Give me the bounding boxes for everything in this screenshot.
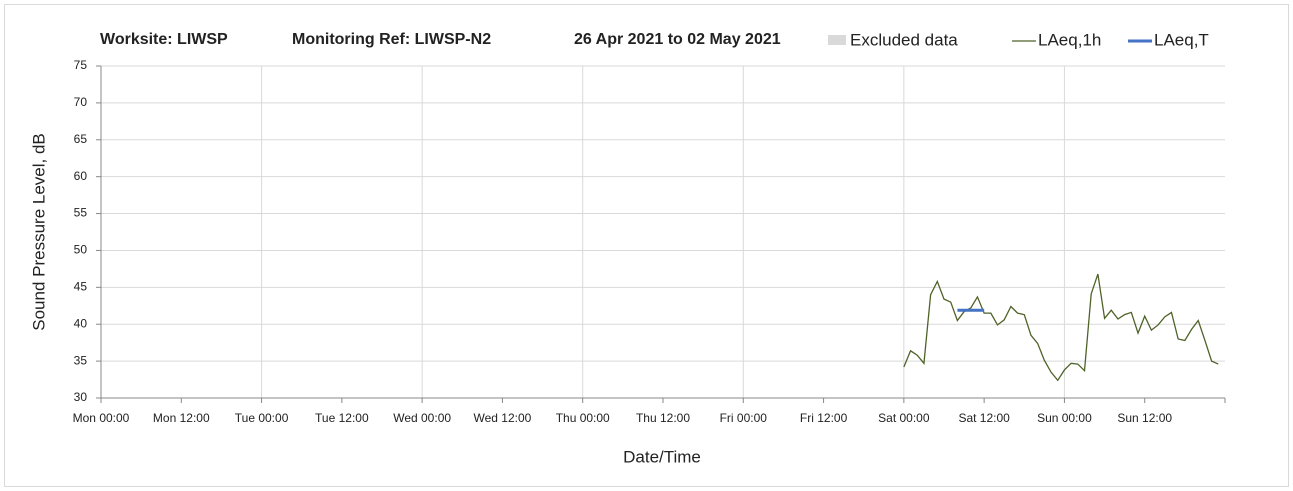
title-ref: Monitoring Ref: LIWSP-N2 (292, 31, 491, 48)
x-tick-label: Sat 00:00 (878, 411, 930, 425)
y-tick-label: 30 (74, 390, 88, 404)
x-tick-label: Mon 00:00 (73, 411, 130, 425)
y-tick-label: 65 (74, 132, 88, 146)
y-tick-label: 60 (74, 169, 88, 183)
legend-label: LAeq,T (1154, 30, 1209, 49)
series-line (903, 273, 1219, 382)
chart-frame (4, 4, 1289, 487)
x-tick-label: Sun 12:00 (1117, 411, 1172, 425)
x-tick-label: Fri 12:00 (800, 411, 848, 425)
legend-swatch (828, 35, 846, 45)
x-tick-label: Sun 00:00 (1037, 411, 1092, 425)
y-tick-label: 35 (74, 353, 88, 367)
title-dates: 26 Apr 2021 to 02 May 2021 (574, 31, 781, 48)
x-tick-label: Mon 12:00 (153, 411, 210, 425)
y-axis-label: Sound Pressure Level, dB (29, 133, 48, 331)
x-tick-label: Thu 00:00 (556, 411, 610, 425)
x-tick-label: Wed 12:00 (474, 411, 532, 425)
x-tick-label: Sat 12:00 (958, 411, 1010, 425)
y-tick-label: 75 (74, 58, 88, 72)
y-tick-label: 70 (74, 95, 88, 109)
title-worksite: Worksite: LIWSP (100, 31, 228, 48)
x-tick-label: Wed 00:00 (393, 411, 451, 425)
legend-label: LAeq,1h (1038, 30, 1101, 49)
legend-label: Excluded data (850, 30, 958, 49)
x-tick-label: Tue 00:00 (235, 411, 289, 425)
x-tick-label: Thu 12:00 (636, 411, 690, 425)
x-tick-label: Tue 12:00 (315, 411, 369, 425)
y-tick-label: 40 (74, 316, 88, 330)
x-axis-label: Date/Time (623, 447, 701, 466)
y-tick-label: 50 (74, 243, 88, 257)
y-tick-label: 45 (74, 280, 88, 294)
x-tick-label: Fri 00:00 (720, 411, 768, 425)
y-tick-label: 55 (74, 206, 88, 220)
